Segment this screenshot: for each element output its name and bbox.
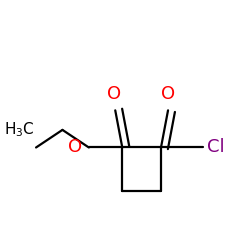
Text: O: O [107,86,122,103]
Text: O: O [161,86,175,103]
Text: O: O [68,138,82,156]
Text: H$_3$C: H$_3$C [4,120,34,139]
Text: Cl: Cl [207,138,224,156]
